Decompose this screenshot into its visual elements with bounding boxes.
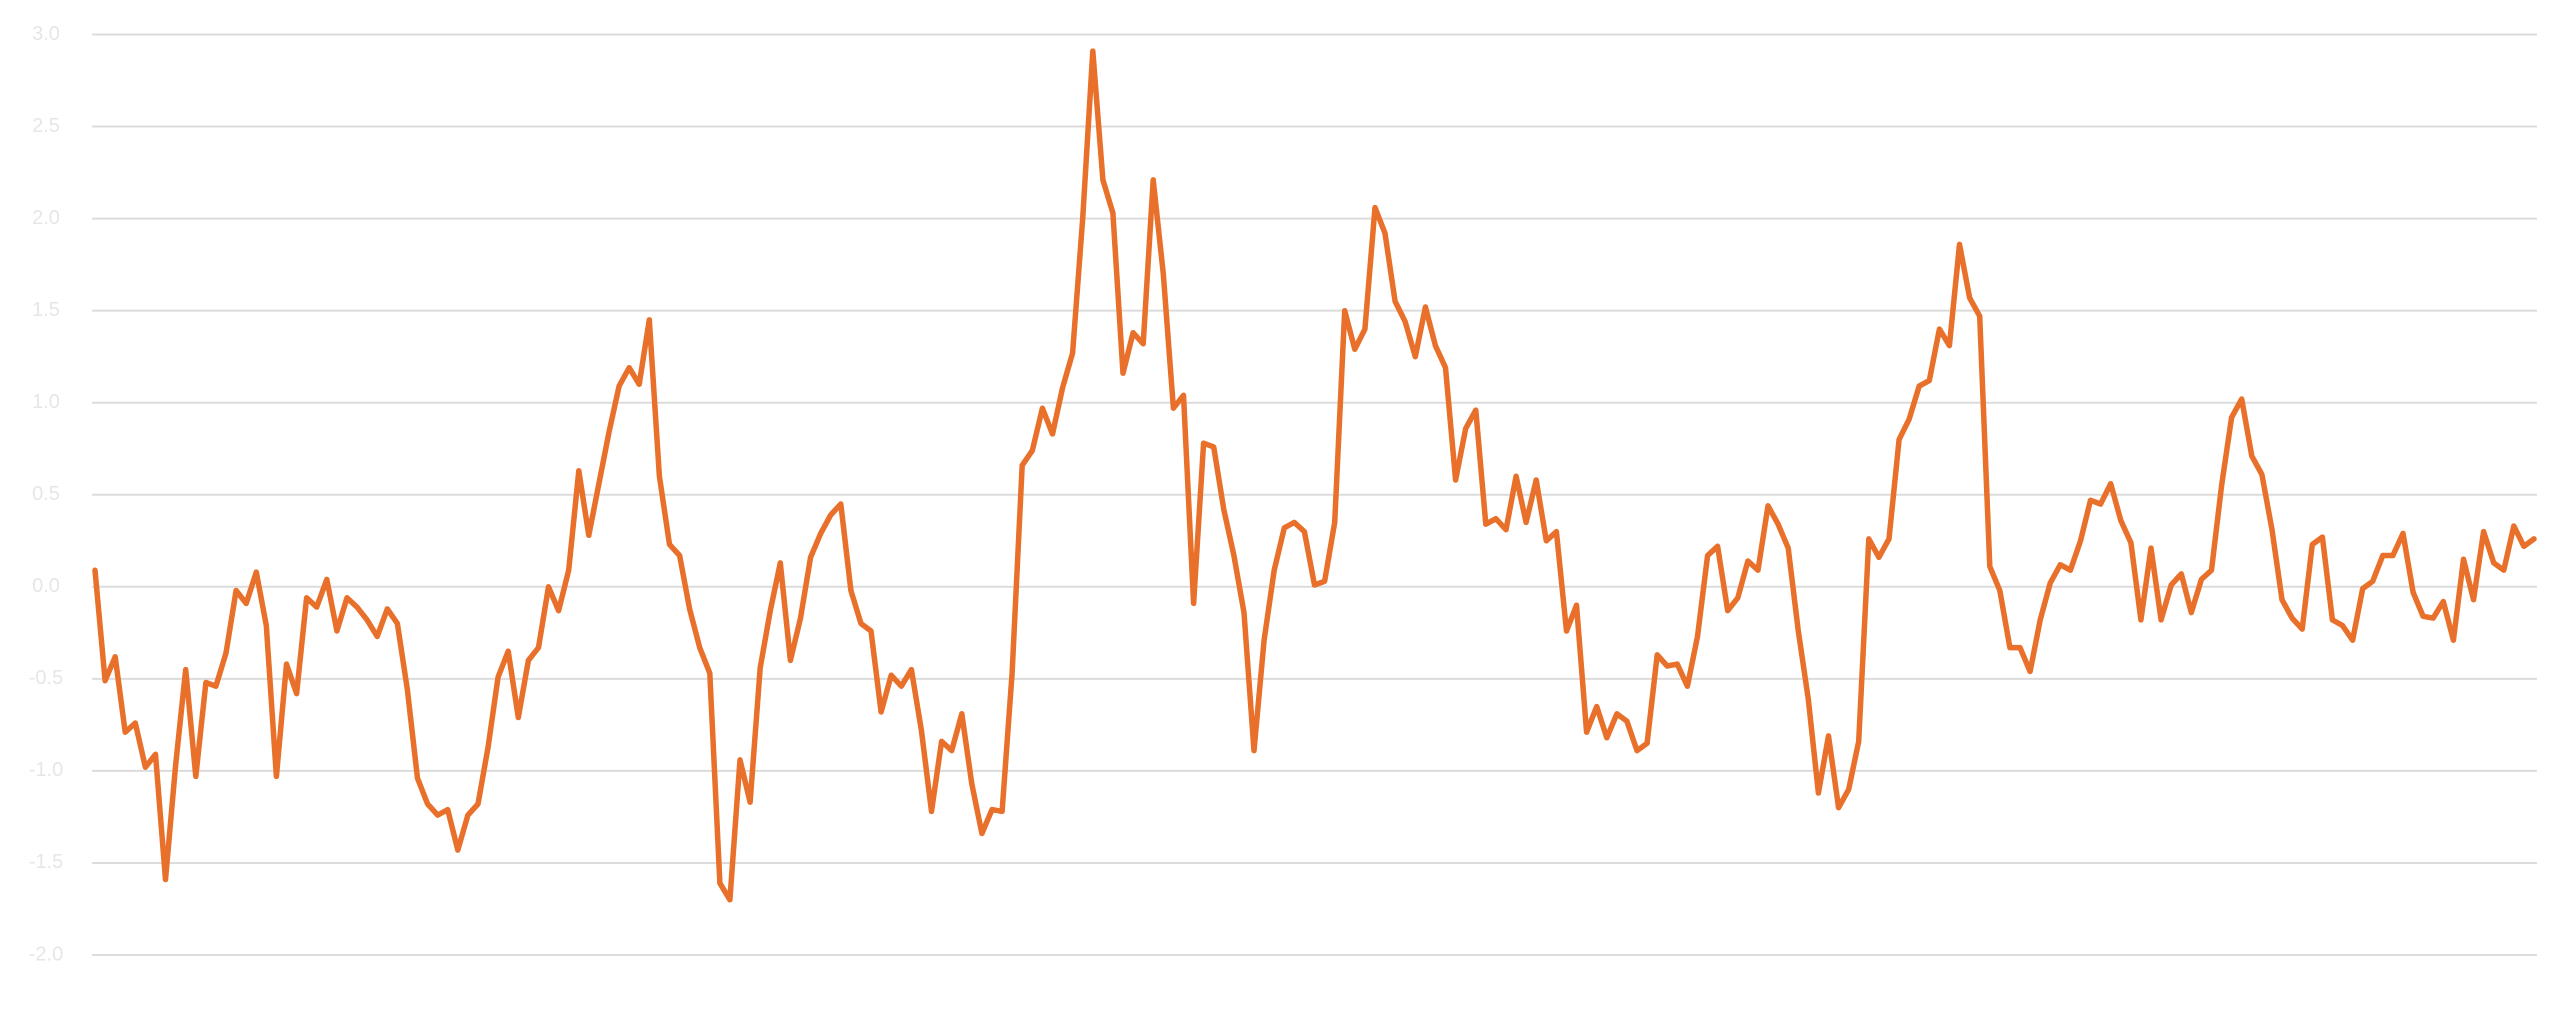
y-tick-label: -2.0 [29, 943, 63, 965]
y-tick-label: 2.5 [32, 115, 60, 137]
line-series [92, 48, 2537, 903]
y-tick-label: 3.0 [32, 23, 60, 45]
y-tick-label: -0.5 [29, 667, 63, 689]
y-tick-label: -1.0 [29, 759, 63, 781]
y-tick-label: 0.5 [32, 483, 60, 505]
y-tick-label: -1.5 [29, 851, 63, 873]
y-tick-label: 2.0 [32, 207, 60, 229]
y-tick-label: 1.5 [32, 299, 60, 321]
y-tick-label: 1.0 [32, 391, 60, 413]
y-tick-label: 0.0 [32, 575, 60, 597]
